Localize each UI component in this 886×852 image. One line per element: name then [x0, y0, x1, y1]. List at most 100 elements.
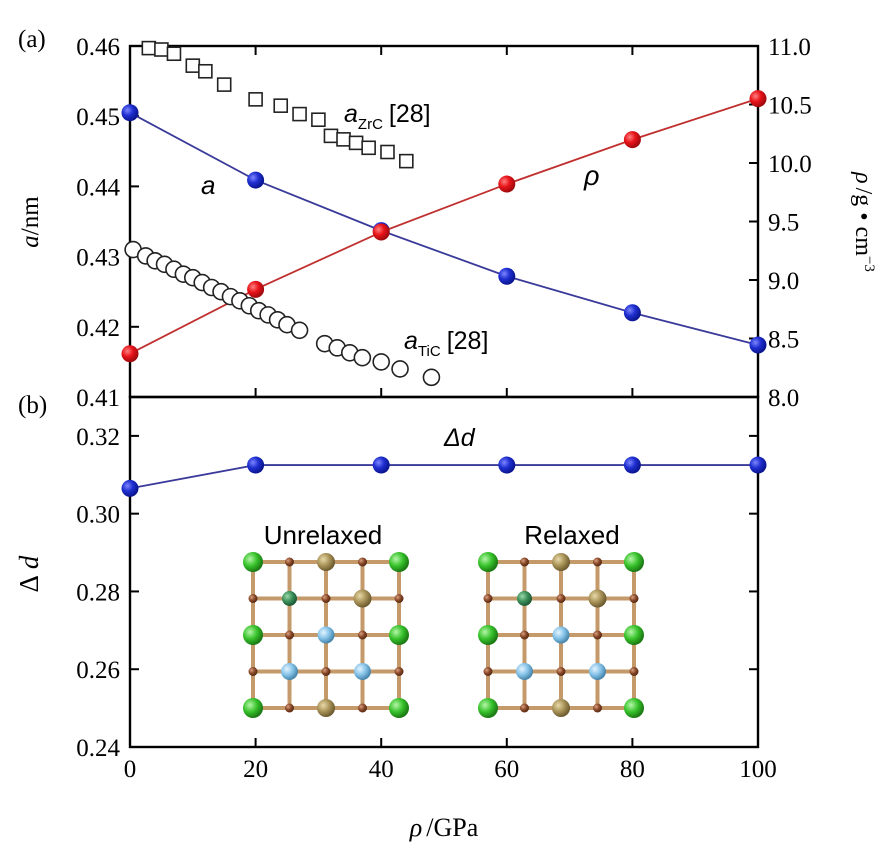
atom-c [394, 594, 404, 603]
panel-a-ticks [129, 45, 759, 398]
series-zrc-point [166, 46, 182, 62]
series-zrc-point [311, 112, 326, 128]
y-tick-label-left: 0.44 [76, 174, 120, 201]
atom-ti [317, 699, 335, 717]
atom-c [358, 630, 367, 640]
series-zrc-point [198, 63, 213, 79]
atom-c [358, 703, 367, 713]
series-rho-point [121, 345, 139, 363]
atom-c [593, 703, 602, 713]
atom-zr [478, 625, 498, 645]
series-delta-d-point [121, 479, 139, 497]
y-tick-label-left: 0.45 [76, 104, 120, 131]
series-delta-d-line [129, 464, 758, 490]
series-tic-point [372, 353, 391, 371]
atom-nb [317, 626, 335, 644]
y-tick-label-right: 10.5 [768, 93, 812, 120]
atom-v [517, 591, 532, 606]
series-a-line [129, 111, 759, 346]
x-axis-var: ρ [409, 813, 422, 842]
panel-b-ticks [129, 434, 759, 748]
label-zrc: aZrC [28] [344, 100, 431, 133]
atom-c [593, 557, 602, 567]
atom-c [321, 667, 331, 676]
atom-c [358, 557, 367, 567]
series-delta-d-point [623, 456, 641, 474]
y-axis-right-sup: −3 [861, 256, 877, 272]
y-axis-unit: /nm [17, 196, 44, 235]
inset-unrelaxed-lattice [243, 552, 409, 718]
inset-relaxed-lattice [478, 552, 644, 718]
label-tic-ref: [28] [447, 327, 489, 355]
series-a-point [623, 304, 641, 322]
atom-c [593, 630, 602, 640]
series-zrc-point [185, 58, 201, 73]
atom-zr [624, 698, 644, 718]
y-axis-right-unit: /g • cm [850, 188, 876, 257]
series-zrc-point [399, 153, 414, 169]
x-tick-labels: 0 20 40 60 80 100 [124, 756, 777, 783]
x-axis-title: ρ/GPa [409, 813, 479, 842]
label-tic: aTiC [28] [404, 327, 488, 360]
atom-c [629, 667, 639, 676]
atom-c [520, 557, 529, 567]
atom-c [285, 557, 294, 567]
y-axis-title-left-a: a/nm [17, 196, 44, 248]
y-tick-label-b: 0.24 [76, 735, 120, 762]
atom-c [248, 594, 258, 603]
atom-nb [589, 663, 606, 680]
label-tic-main: a [404, 327, 418, 355]
panel-a-right-tick-labels: 8.0 8.5 9.0 9.5 10.0 10.5 11.0 [768, 34, 812, 412]
y-tick-label-right: 9.5 [768, 210, 799, 237]
atom-zr [243, 625, 263, 645]
y-tick-label-right: 9.0 [768, 268, 799, 295]
label-rho-series: ρ [583, 161, 599, 191]
series-a-point [247, 171, 265, 189]
series-rho-point [372, 223, 390, 241]
series-rho-point [498, 175, 516, 193]
series-zrc-point [380, 144, 395, 160]
series-zrc-point [248, 92, 263, 107]
y-tick-label-right: 11.0 [768, 34, 811, 61]
label-a-series: a [201, 170, 215, 200]
atom-zr [243, 552, 263, 572]
y-tick-label-b: 0.32 [76, 424, 120, 451]
panel-a-left-tick-labels: 0.41 0.42 0.43 0.44 0.45 0.46 [76, 34, 120, 412]
inset-unrelaxed: Unrelaxed [243, 520, 409, 718]
label-zrc-ref: [28] [389, 100, 431, 128]
panel-b-plot [121, 456, 767, 497]
series-tic-point [353, 348, 372, 367]
series-a-point [749, 336, 767, 354]
series-rho-point [749, 90, 767, 108]
y-axis-b-unit: d [14, 555, 44, 569]
atom-nb [354, 663, 371, 680]
y-tick-label-left: 0.46 [76, 34, 120, 61]
panel-a-frame [128, 44, 760, 399]
atom-c [483, 594, 493, 603]
atom-ti [588, 589, 607, 608]
x-axis-unit: /GPa [426, 813, 478, 842]
y-axis-var: a [17, 235, 44, 248]
atom-c [483, 667, 493, 676]
atom-nb [552, 626, 570, 644]
atom-c [520, 703, 529, 713]
series-rho-point [247, 280, 265, 298]
series-zrc-point [154, 42, 169, 57]
panel-b-tick-labels: 0.24 0.26 0.28 0.30 0.32 [76, 424, 120, 762]
x-tick-label: 20 [243, 756, 268, 783]
series-delta-d-point [372, 456, 390, 474]
x-tick-label: 100 [739, 756, 777, 783]
atom-zr [389, 698, 409, 718]
series-a-point [498, 267, 516, 285]
series-tic-point [391, 360, 409, 378]
atom-c [556, 594, 566, 603]
y-axis-right-var: ρ [850, 171, 876, 184]
y-tick-label-right: 8.0 [768, 385, 799, 412]
series-rho-line [129, 97, 759, 355]
atom-zr [389, 625, 409, 645]
atom-ti [317, 553, 335, 571]
atom-zr [624, 625, 644, 645]
atom-c [285, 630, 294, 640]
panel-label-a: (a) [18, 26, 46, 53]
